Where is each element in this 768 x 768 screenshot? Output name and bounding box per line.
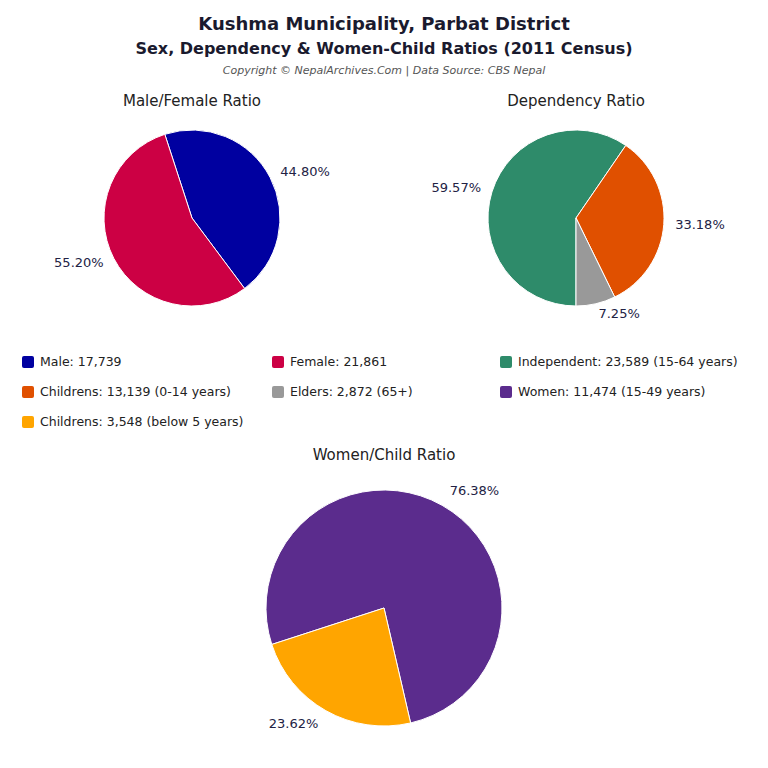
legend-label: Elders: 2,872 (65+) (290, 384, 413, 399)
legend-swatch (22, 416, 34, 428)
legend-label: Male: 17,739 (40, 354, 122, 369)
title: Kushma Municipality, Parbat District (198, 13, 570, 34)
background (0, 0, 768, 768)
legend-item: Male: 17,739 (22, 354, 122, 369)
data-label: 76.38% (450, 483, 500, 498)
legend-label: Childrens: 13,139 (0-14 years) (40, 384, 231, 399)
legend: Male: 17,739 Female: 21,861 Independent: 2… (22, 354, 738, 429)
legend-label: Female: 21,861 (290, 354, 387, 369)
data-label: 33.18% (675, 217, 725, 232)
legend-swatch (500, 386, 512, 398)
legend-item: Female: 21,861 (272, 354, 387, 369)
legend-swatch (272, 386, 284, 398)
legend-swatch (22, 386, 34, 398)
legend-item: Independent: 23,589 (15-64 years) (500, 354, 738, 369)
legend-item: Elders: 2,872 (65+) (272, 384, 413, 399)
chart: Kushma Municipality, Parbat District Sex,… (0, 0, 768, 768)
legend-swatch (272, 356, 284, 368)
chart-title: Dependency Ratio (507, 92, 645, 110)
annotation: Copyright © NepalArchives.Com | Data Sou… (223, 64, 545, 77)
subtitle: Sex, Dependency & Women-Child Ratios (20… (135, 39, 632, 58)
pie-chart: Women/Child Ratio 76.38% 23.62% (266, 446, 502, 731)
pie-chart: Male/Female Ratio 44.80% 55.20% (54, 92, 330, 306)
legend-item: Childrens: 13,139 (0-14 years) (22, 384, 231, 399)
legend-swatch (500, 356, 512, 368)
chart-title: Male/Female Ratio (123, 92, 261, 110)
legend-label: Childrens: 3,548 (below 5 years) (40, 414, 244, 429)
legend-item: Childrens: 3,548 (below 5 years) (22, 414, 244, 429)
legend-swatch (22, 356, 34, 368)
pie-slice (576, 218, 615, 306)
data-label: 23.62% (269, 716, 319, 731)
legend-label: Women: 11,474 (15-49 years) (518, 384, 705, 399)
legend-label: Independent: 23,589 (15-64 years) (518, 354, 738, 369)
pie-chart: Dependency Ratio 59.57% 33.18% 7.25% (431, 92, 724, 321)
data-label: 44.80% (280, 164, 330, 179)
data-label: 59.57% (431, 180, 481, 195)
pie-slice (272, 608, 411, 726)
data-label: 55.20% (54, 255, 104, 270)
data-label: 7.25% (598, 306, 639, 321)
chart-title: Women/Child Ratio (313, 446, 456, 464)
legend-item: Women: 11,474 (15-49 years) (500, 384, 705, 399)
pie-slice (104, 134, 245, 306)
